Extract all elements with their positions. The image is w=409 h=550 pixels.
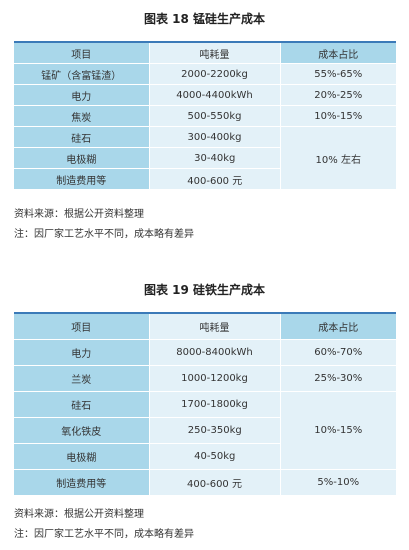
item-cell: 电极糊 — [14, 443, 150, 470]
header-consumption: 吨耗量 — [149, 41, 281, 64]
item-cell: 硅石 — [14, 126, 150, 148]
consumption-cell: 500-550kg — [149, 105, 281, 127]
merged-share-cell: 10%-15% — [280, 391, 396, 470]
item-cell: 制造费用等 — [14, 469, 150, 496]
consumption-cell: 4000-4400kWh — [149, 84, 281, 106]
consumption-cell: 1000-1200kg — [149, 365, 281, 392]
share-cell: 5%-10% — [280, 469, 396, 496]
share-cell: 25%-30% — [280, 365, 396, 392]
consumption-cell: 8000-8400kWh — [149, 339, 281, 366]
manganese-silicon-cost-table: 项目 吨耗量 成本占比 锰矿（含富锰渣） 2000-2200kg 55%-65%… — [14, 41, 396, 190]
figure-19-title: 图表 19 硅铁生产成本 — [143, 283, 266, 297]
header-consumption: 吨耗量 — [149, 312, 281, 340]
table-row: 兰炭 1000-1200kg 25%-30% — [14, 365, 396, 392]
item-cell: 电力 — [14, 339, 150, 366]
table-row: 制造费用等 400-600 元 5%-10% — [14, 469, 396, 496]
item-cell: 锰矿（含富锰渣） — [14, 63, 150, 85]
merged-share-cell: 10% 左右 — [280, 126, 396, 190]
ferrosilicon-cost-table: 项目 吨耗量 成本占比 电力 8000-8400kWh 60%-70% 兰炭 1… — [14, 312, 396, 496]
consumption-cell: 400-600 元 — [149, 469, 281, 496]
item-cell: 制造费用等 — [14, 168, 150, 190]
consumption-cell: 1700-1800kg — [149, 391, 281, 418]
consumption-cell: 30-40kg — [149, 147, 280, 169]
table-row: 电极糊 40-50kg — [14, 443, 396, 470]
consumption-cell: 400-600 元 — [149, 168, 280, 190]
table-header-row: 项目 吨耗量 成本占比 — [14, 41, 396, 64]
share-cell: 20%-25% — [280, 84, 396, 106]
table-row: 锰矿（含富锰渣） 2000-2200kg 55%-65% — [14, 63, 396, 85]
item-cell: 电力 — [14, 84, 150, 106]
consumption-cell: 2000-2200kg — [149, 63, 281, 85]
table-row: 制造费用等 400-600 元 — [14, 168, 396, 190]
header-cost-share: 成本占比 — [280, 312, 396, 340]
figure-19-note: 注：因厂家工艺水平不同，成本略有差异 — [14, 529, 194, 540]
table-row: 氧化铁皮 250-350kg — [14, 417, 396, 444]
item-cell: 电极糊 — [14, 147, 150, 169]
item-cell: 氧化铁皮 — [14, 417, 150, 444]
item-cell: 硅石 — [14, 391, 150, 418]
share-cell: 55%-65% — [280, 63, 396, 85]
share-cell: 10%-15% — [280, 105, 396, 127]
figure-18-note: 注：因厂家工艺水平不同，成本略有差异 — [14, 229, 194, 240]
consumption-cell: 250-350kg — [149, 417, 280, 444]
table-row: 电力 4000-4400kWh 20%-25% — [14, 84, 396, 106]
figure-18-source: 资料来源：根据公开资料整理 — [14, 209, 144, 220]
header-item: 项目 — [14, 41, 150, 64]
header-cost-share: 成本占比 — [280, 41, 396, 64]
table-row: 电力 8000-8400kWh 60%-70% — [14, 339, 396, 366]
header-item: 项目 — [14, 312, 150, 340]
table-row: 硅石 300-400kg 10% 左右 — [14, 126, 396, 190]
table-header-row: 项目 吨耗量 成本占比 — [14, 312, 396, 340]
figure-19-source: 资料来源：根据公开资料整理 — [14, 509, 144, 520]
consumption-cell: 40-50kg — [149, 443, 280, 470]
consumption-cell: 300-400kg — [149, 126, 281, 148]
share-cell: 60%-70% — [280, 339, 396, 366]
table-row: 电极糊 30-40kg — [14, 147, 396, 169]
item-cell: 兰炭 — [14, 365, 150, 392]
figure-18-title: 图表 18 锰硅生产成本 — [143, 12, 266, 26]
item-cell: 焦炭 — [14, 105, 150, 127]
table-row: 硅石 1700-1800kg 10%-15% — [14, 391, 396, 470]
table-row: 焦炭 500-550kg 10%-15% — [14, 105, 396, 127]
